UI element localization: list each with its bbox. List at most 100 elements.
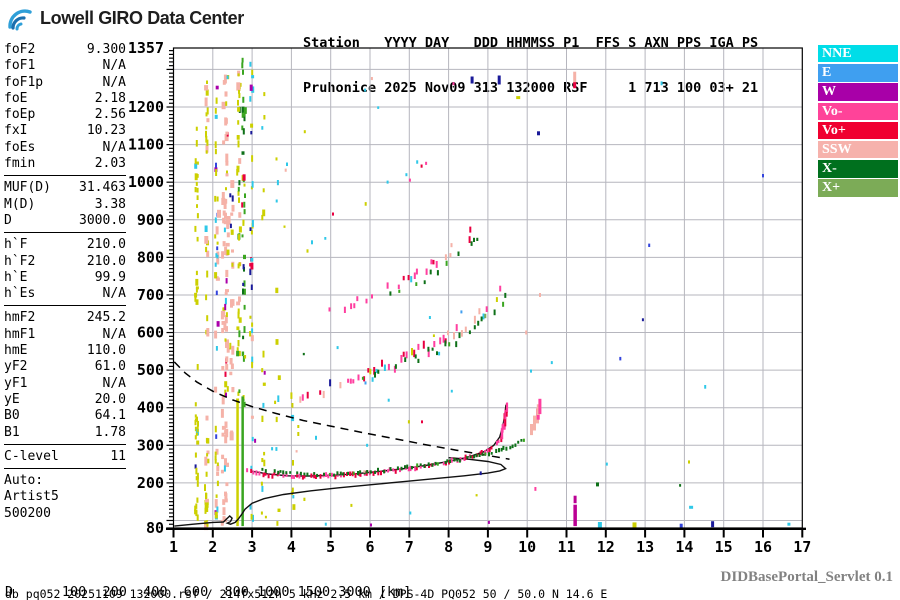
param-label: yF1 (4, 375, 28, 391)
svg-text:800: 800 (137, 248, 164, 266)
svg-text:1: 1 (169, 538, 178, 556)
d-row: D 100 200 400 600 800 1000 1500 3000 [km… (5, 584, 412, 600)
svg-text:300: 300 (137, 436, 164, 454)
svg-text:500: 500 (137, 361, 164, 379)
svg-text:12: 12 (597, 538, 615, 556)
auto-scaler-line: 500200 (4, 505, 51, 521)
param-label: yE (4, 391, 20, 407)
param-value: 11 (110, 448, 126, 464)
auto-scaler-line: Auto: (4, 473, 44, 489)
param-label: fmin (4, 156, 36, 172)
param-row: yF1 N/A (4, 376, 126, 392)
param-label: h`Es (4, 286, 36, 302)
svg-text:9: 9 (483, 538, 492, 556)
param-row: hmE 110.0 (4, 343, 126, 359)
lowell-giro-logo: Lowell GIRO Data Center (6, 5, 244, 31)
param-row: hmF2 245.2 (4, 310, 126, 326)
param-row: foEs N/A (4, 140, 126, 156)
servlet-version-label: DIDBasePortal_Servlet 0.1 (720, 569, 893, 585)
svg-text:3: 3 (248, 538, 257, 556)
param-value: N/A (102, 74, 126, 90)
svg-text:1000: 1000 (128, 173, 164, 191)
svg-text:11: 11 (557, 538, 575, 556)
param-row: h`E 99.9 (4, 270, 126, 286)
param-row: foEp 2.56 (4, 107, 126, 123)
param-row: h`Es N/A (4, 286, 126, 302)
param-row: C-level 11 (4, 449, 126, 465)
param-row: h`F 210.0 (4, 237, 126, 253)
param-label: D (4, 212, 12, 228)
svg-text:900: 900 (137, 211, 164, 229)
legend-item-nne: NNE (818, 45, 898, 63)
muf-distance-table: D 100 200 400 600 800 1000 1500 3000 [km… (5, 556, 420, 600)
svg-text:1200: 1200 (128, 98, 164, 116)
param-value: 2.56 (94, 107, 126, 123)
station-header: Station YYYY DAY DDD HHMMSS P1 FFS S AXN… (303, 6, 758, 126)
svg-text:200: 200 (137, 474, 164, 492)
panel-separator (4, 232, 126, 234)
param-row: fxI 10.23 (4, 123, 126, 139)
o-trace-fit-line (251, 404, 507, 477)
fourth-order-trace (408, 161, 428, 182)
param-row: foF1 N/A (4, 58, 126, 74)
param-value: 245.2 (86, 310, 126, 326)
param-label: B1 (4, 424, 20, 440)
auto-scaler-line: Artist5 (4, 489, 59, 505)
station-header-row2: Pruhonice 2025 Nov09 313 132000 RSF 1 71… (303, 80, 759, 96)
param-value: 20.0 (94, 391, 126, 407)
param-row: foF1p N/A (4, 75, 126, 91)
panel-separator (4, 305, 126, 307)
param-label: C-level (4, 448, 59, 464)
param-label: foEp (4, 107, 36, 123)
param-row: foF2 9.300 (4, 42, 126, 58)
svg-text:8: 8 (444, 538, 453, 556)
svg-text:17: 17 (793, 538, 811, 556)
legend-item-vo: Vo+ (818, 121, 898, 140)
plot-axes (166, 47, 806, 538)
param-label: h`F2 (4, 253, 36, 269)
third-order-o-trace (328, 226, 472, 313)
svg-text:2: 2 (208, 538, 217, 556)
legend-item-e: E (818, 64, 898, 82)
param-value: 110.0 (86, 343, 126, 359)
svg-text:80: 80 (146, 519, 164, 537)
param-label: foEs (4, 139, 36, 155)
svg-text:1357: 1357 (128, 39, 164, 57)
param-label: h`F (4, 237, 28, 253)
param-row: M(D) 3.38 (4, 197, 126, 213)
param-value: N/A (102, 286, 126, 302)
param-label: MUF(D) (4, 180, 51, 196)
param-row: B1 1.78 (4, 425, 126, 441)
second-order-x-trace (361, 292, 507, 385)
logo-title: Lowell GIRO Data Center (40, 7, 244, 28)
param-value: 1.78 (94, 424, 126, 440)
svg-text:7: 7 (405, 538, 414, 556)
param-value: 9.300 (86, 42, 126, 57)
svg-text:700: 700 (137, 286, 164, 304)
true-height-profile-line (174, 457, 507, 527)
x-trace-cusp (530, 398, 542, 436)
legend-item-x: X- (818, 160, 898, 178)
param-label: foF1p (4, 74, 44, 90)
param-row: hmF1 N/A (4, 327, 126, 343)
svg-text:15: 15 (715, 538, 733, 556)
param-value: 3.38 (94, 196, 126, 212)
param-label: B0 (4, 408, 20, 424)
giro-wave-icon (8, 9, 32, 31)
param-value: N/A (102, 375, 126, 391)
svg-text:400: 400 (137, 399, 164, 417)
param-row: yE 20.0 (4, 392, 126, 408)
param-row: D 3000.0 (4, 213, 126, 229)
param-label: foF1 (4, 58, 36, 74)
third-order-x-trace (389, 237, 479, 296)
vertical-signal-bars (236, 396, 577, 527)
param-value: 31.463 (79, 180, 126, 196)
interference-noise-columns (194, 57, 296, 531)
param-value: 10.23 (86, 123, 126, 139)
param-value: 2.18 (94, 90, 126, 106)
param-value: 210.0 (86, 253, 126, 269)
legend-item-w: W (818, 83, 898, 101)
param-value: 3000.0 (79, 212, 126, 228)
